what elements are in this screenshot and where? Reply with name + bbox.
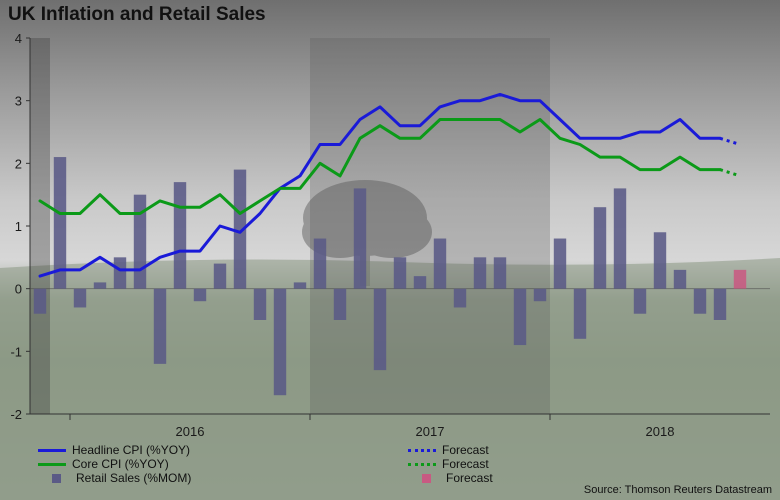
retail-bar [193,288,207,302]
series-line [38,118,722,215]
shade-band-1 [310,38,550,414]
retail-bar [433,238,447,289]
retail-bar [113,257,127,289]
retail-forecast-bar [733,269,747,289]
x-year-label: 2017 [416,424,445,439]
retail-bar [613,188,627,289]
year-shading [30,38,550,414]
retail-bar [273,288,287,396]
retail-bar [453,288,467,308]
retail-bar [413,276,427,289]
retail-bar [253,288,267,320]
source-note: Source: Thomson Reuters Datastream [583,484,772,496]
retail-bar [473,257,487,289]
retail-bar [393,257,407,289]
retail-bar [213,263,227,289]
retail-bar [333,288,347,320]
retail-bar [573,288,587,339]
retail-bar [353,188,367,289]
retail-bar [653,232,667,289]
retail-bar [713,288,727,320]
y-tick-label: 2 [15,156,22,171]
series-line [38,92,722,278]
retail-bar [133,194,147,289]
retail-bar [693,288,707,314]
forecast-line [719,136,741,146]
retail-bar [593,207,607,289]
y-tick-label: 0 [15,282,22,297]
x-year-label: 2016 [176,424,205,439]
retail-bar [313,238,327,289]
retail-bars [33,157,747,396]
retail-bar [533,288,547,302]
y-tick-label: 4 [15,31,22,46]
retail-bar [153,288,167,364]
y-tick-label: -2 [10,407,22,422]
retail-bar [53,157,67,289]
retail-bar [33,288,47,314]
y-tick-label: 3 [15,94,22,109]
chart-title: UK Inflation and Retail Sales [8,4,266,25]
tick-labels: 4 3 2 1 0 -1 -2 2016 2017 2018 [10,31,674,439]
y-tick-label: 1 [15,219,22,234]
retail-bar [493,257,507,289]
retail-bar [553,238,567,289]
shade-band-0 [30,38,50,414]
y-tick-label: -1 [10,344,22,359]
retail-bar [293,282,307,289]
forecast-line [719,168,741,178]
x-year-label: 2018 [646,424,675,439]
retail-bar [73,288,87,308]
retail-bar [173,182,187,289]
retail-bar [513,288,527,346]
retail-bar [673,269,687,289]
retail-bar [633,288,647,314]
retail-bar [373,288,387,371]
cpi-lines [38,92,741,278]
retail-bar [233,169,247,289]
retail-bar [93,282,107,289]
